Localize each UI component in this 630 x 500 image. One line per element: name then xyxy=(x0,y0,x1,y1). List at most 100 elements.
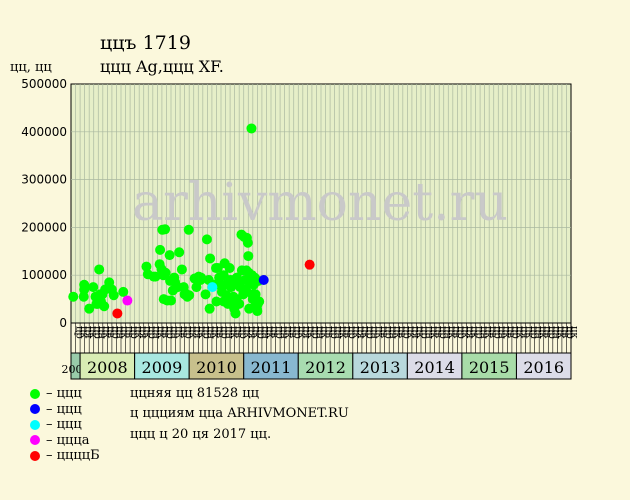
data-point xyxy=(108,290,119,301)
month-label: цв xyxy=(269,326,280,338)
month-label: цк xyxy=(305,326,316,339)
month-label: цн xyxy=(151,326,162,339)
data-point xyxy=(258,274,269,285)
month-label: цн xyxy=(532,326,543,339)
month-label: цк xyxy=(319,326,330,339)
month-label: цк xyxy=(514,326,525,339)
data-point xyxy=(141,261,152,272)
month-label: цр xyxy=(291,326,302,339)
month-label: цв xyxy=(323,326,334,338)
legend-item: – ццц xyxy=(30,386,82,401)
month-label: цк xyxy=(501,326,512,339)
month-label: цн xyxy=(278,326,289,339)
month-label: цр xyxy=(419,326,430,339)
month-label: цв xyxy=(123,326,134,338)
month-label: цр xyxy=(91,326,102,339)
data-point xyxy=(205,253,216,264)
year-box xyxy=(297,352,354,380)
year-label: 2014 xyxy=(414,358,455,377)
data-point xyxy=(252,306,263,317)
month-label: цк xyxy=(405,326,416,339)
legend-label: – ццц xyxy=(46,386,82,401)
legend-item: – ццц xyxy=(30,417,82,432)
data-point xyxy=(304,259,315,270)
month-label: цк xyxy=(569,326,580,339)
legend-marker-icon xyxy=(30,388,40,399)
legend-marker-icon xyxy=(30,404,40,414)
data-point xyxy=(211,296,222,307)
month-label: цк xyxy=(391,326,402,339)
year-label: 2013 xyxy=(360,358,401,377)
month-label: цк xyxy=(523,326,534,339)
chart-title: ццъ 1719 xyxy=(100,32,191,54)
y-tick-label: 500000 xyxy=(21,77,67,91)
year-box xyxy=(188,352,245,380)
month-label: ця xyxy=(301,326,312,339)
data-point xyxy=(94,264,105,275)
y-axis-unit-label: цц, цц xyxy=(10,60,52,75)
month-label: цк xyxy=(264,326,275,339)
data-point xyxy=(150,271,161,282)
month-label: цр xyxy=(401,326,412,339)
month-label: цк xyxy=(360,326,371,339)
month-label: цк xyxy=(414,326,425,339)
info-source: ц ццциям цца ARHIVMONET.RU xyxy=(130,406,349,421)
month-label: цк xyxy=(482,326,493,339)
month-label: цр xyxy=(146,326,157,339)
year-label: 2016 xyxy=(523,358,564,377)
month-label: цв xyxy=(396,326,407,338)
y-tick-label: 200000 xyxy=(21,220,67,234)
month-label: цв xyxy=(432,326,443,338)
month-label: цк xyxy=(296,326,307,339)
month-label: цр xyxy=(346,326,357,339)
month-label: цр xyxy=(255,326,266,339)
month-label: цк xyxy=(141,326,152,339)
legend-marker-icon xyxy=(30,435,40,445)
month-label: ця xyxy=(137,326,148,339)
month-label: цр xyxy=(328,326,339,339)
data-point xyxy=(242,237,253,248)
y-tick-label: 400000 xyxy=(21,125,67,139)
data-point xyxy=(184,290,195,301)
month-label: цн xyxy=(332,326,343,339)
data-point xyxy=(164,250,175,261)
data-point xyxy=(99,301,110,312)
data-point xyxy=(224,263,235,274)
month-label: цк xyxy=(469,326,480,339)
legend-item: – ццца xyxy=(30,433,89,448)
chart-subtitle: ццц Ag,ццц XF. xyxy=(100,57,224,76)
data-point xyxy=(176,264,187,275)
y-tick-label: 0 xyxy=(59,316,67,330)
month-label: цк xyxy=(241,326,252,339)
month-label: цр xyxy=(473,326,484,339)
month-label: цв xyxy=(178,326,189,338)
year-box xyxy=(461,352,517,380)
month-label: цк xyxy=(155,326,166,339)
month-label: цк xyxy=(351,326,362,339)
data-point xyxy=(118,286,129,297)
year-label: 2015 xyxy=(469,358,510,377)
legend-item: – ццц xyxy=(30,402,82,417)
month-label: цр xyxy=(510,326,521,339)
month-label: цк xyxy=(78,326,89,339)
data-point xyxy=(112,308,123,319)
data-point xyxy=(243,251,254,262)
month-label: цв xyxy=(487,326,498,338)
data-point xyxy=(88,282,99,293)
month-label: цр xyxy=(310,326,321,339)
month-label: цн xyxy=(551,326,562,339)
month-label: цн xyxy=(169,326,180,339)
scatter-chart: 0 100000 200000 300000 400000 500000 arhivmone… xyxy=(21,77,580,380)
month-label: цн xyxy=(478,326,489,339)
month-label: цв xyxy=(541,326,552,338)
month-label: цк xyxy=(173,326,184,339)
month-label: цк xyxy=(373,326,384,339)
year-box xyxy=(134,352,190,380)
year-box xyxy=(406,352,463,380)
year-label: 2009 xyxy=(142,358,183,377)
data-point xyxy=(207,282,218,293)
month-label: цр xyxy=(164,326,175,339)
watermark: arhivmonet.ru xyxy=(132,173,508,233)
year-label: 2012 xyxy=(305,358,346,377)
data-point xyxy=(196,272,206,283)
